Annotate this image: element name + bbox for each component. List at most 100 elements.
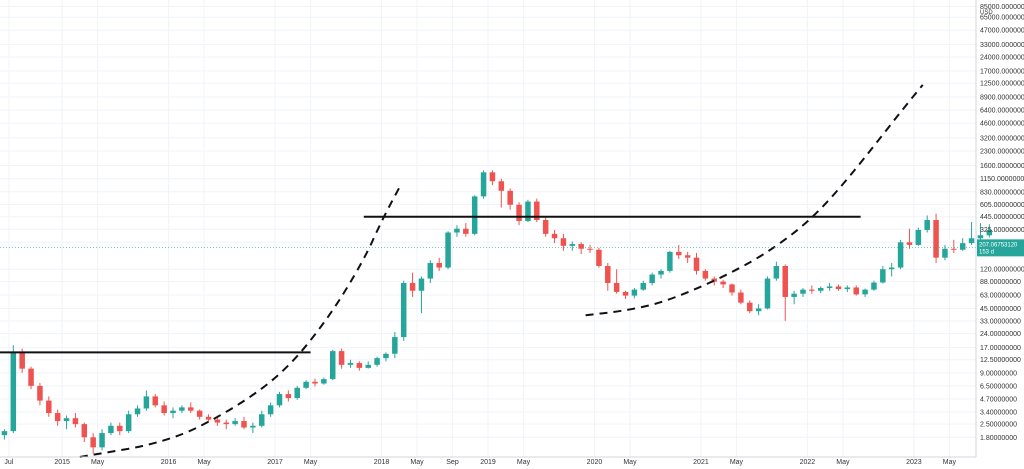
x-tick-label: 2023 (906, 459, 922, 466)
candle-body (223, 422, 230, 425)
candle-body (54, 413, 61, 422)
candle-body (658, 270, 664, 275)
candle-body (897, 242, 904, 268)
candle-body (525, 201, 531, 222)
candle-down (152, 394, 159, 408)
y-tick-label: 17000.00000000 (980, 68, 1024, 75)
candle-body (285, 394, 292, 399)
candle-body (400, 282, 407, 338)
candle-body (569, 244, 576, 246)
candle-down (684, 251, 691, 264)
candle-up (232, 418, 238, 426)
parabolic-curve (79, 187, 401, 458)
y-tick-label: 1600.00000000 (980, 163, 1024, 170)
candle-body (10, 352, 17, 432)
candle-up (392, 331, 398, 359)
candle-body (738, 292, 744, 303)
candle-down (622, 290, 629, 299)
y-tick-label: 24.00000000 (980, 331, 1021, 338)
candle-body (951, 248, 957, 250)
x-tick-label: 2015 (54, 459, 70, 466)
candle-body (196, 410, 203, 417)
candle-body (321, 379, 327, 384)
candle-up (10, 345, 17, 434)
candle-body (888, 267, 895, 270)
candle-up (986, 224, 993, 238)
candle-body (312, 381, 318, 384)
candle-body (835, 286, 842, 290)
candle-body (170, 410, 176, 414)
candle-body (347, 363, 354, 365)
candle-down (906, 228, 913, 249)
y-tick-label: 12.50000000 (980, 357, 1021, 364)
candle-body (959, 243, 966, 250)
candle-up (977, 223, 984, 240)
candle-down (241, 416, 247, 430)
candle-body (37, 385, 43, 401)
candle-body (365, 364, 371, 368)
candle-down (72, 413, 79, 428)
x-tick-label: May (91, 459, 105, 466)
candle-up (800, 288, 806, 297)
candle-up (640, 280, 647, 291)
y-tick-label: 12500.00000000 (980, 81, 1024, 88)
candle-body (152, 396, 159, 406)
candle-up (942, 244, 948, 261)
y-tick-label: 830.00000000 (980, 189, 1024, 196)
x-tick-label: 2019 (480, 459, 496, 466)
candle-down (498, 178, 505, 208)
candle-body (90, 437, 96, 448)
candle-down (285, 390, 292, 402)
candle-up (755, 304, 762, 316)
y-axis-unit: USD (980, 10, 993, 16)
y-tick-label: 2300.00000000 (980, 148, 1024, 155)
candle-down (161, 401, 167, 416)
candle-body (942, 248, 948, 258)
candle-up (1, 429, 8, 440)
candle-body (1, 431, 8, 436)
candle-body (800, 289, 806, 294)
candle-up (63, 415, 70, 430)
y-tick-label: 325.00000000 (980, 227, 1024, 234)
candle-body (693, 257, 700, 271)
candle-body (809, 289, 815, 291)
candle-up (365, 361, 371, 369)
candle-body (338, 351, 345, 365)
candle-body (711, 278, 718, 282)
candle-body (862, 289, 868, 295)
candle-up (968, 222, 975, 245)
candle-down (196, 409, 203, 420)
candle-up (445, 231, 451, 270)
x-tick-label: 2022 (800, 459, 816, 466)
candle-body (516, 204, 522, 222)
candle-down (596, 247, 602, 268)
candle-up (134, 405, 141, 417)
candle-body (613, 282, 620, 292)
x-tick-label: May (517, 459, 531, 466)
last-price-countdown: 153 d (979, 249, 994, 255)
candle-body (844, 287, 851, 290)
candle-down (587, 244, 593, 253)
candle-body (99, 433, 105, 448)
candle-body (329, 351, 336, 380)
candle-up (258, 410, 265, 428)
candle-body (28, 368, 34, 386)
y-tick-label: 120.00000000 (980, 267, 1024, 274)
candle-down (312, 378, 318, 387)
candle-body (826, 286, 833, 289)
candle-down (542, 216, 549, 237)
candle-down (702, 269, 709, 281)
candle-down (188, 402, 194, 414)
candle-body (276, 394, 283, 406)
x-tick-label: May (410, 459, 424, 466)
last-price-badge (977, 239, 1024, 257)
candle-body (986, 229, 993, 236)
candle-body (906, 242, 913, 245)
candle-body (134, 408, 141, 415)
candle-body (303, 381, 309, 388)
x-tick-label: May (623, 459, 637, 466)
x-tick-label: 2021 (693, 459, 709, 466)
candle-body (471, 196, 478, 234)
